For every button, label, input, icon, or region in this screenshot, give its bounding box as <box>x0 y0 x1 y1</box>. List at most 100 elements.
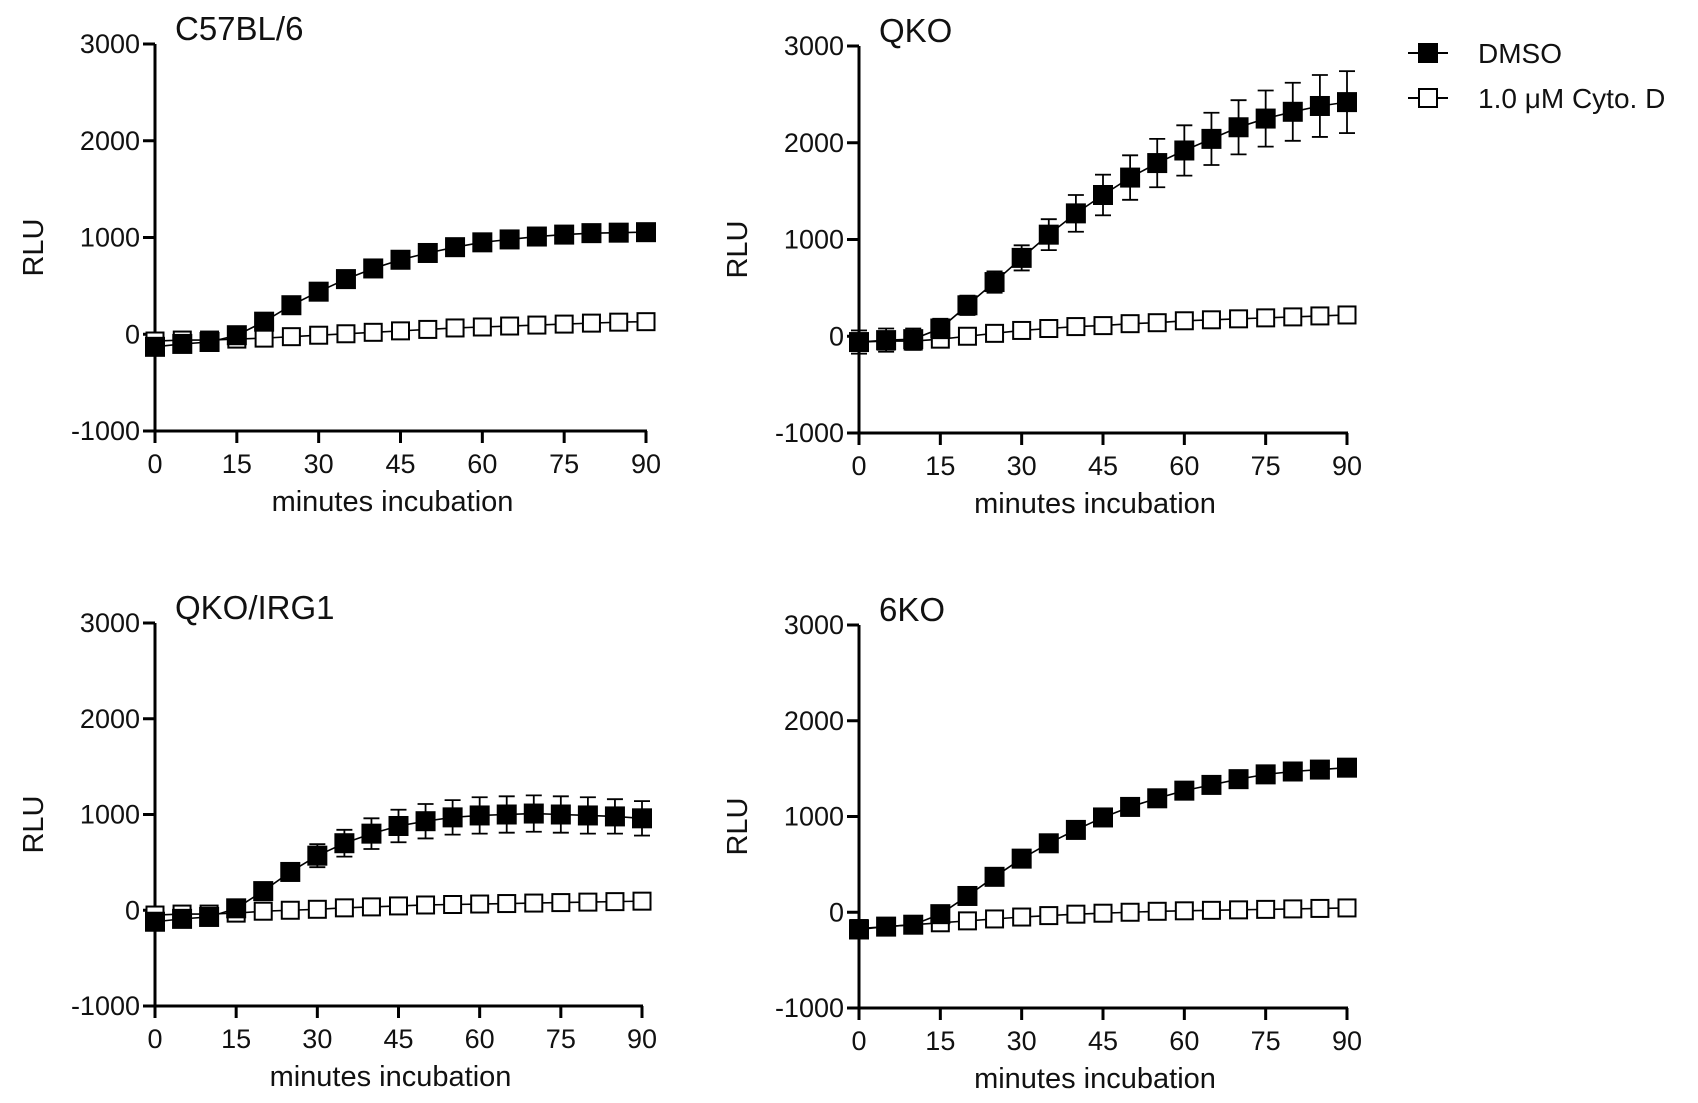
data-point-dmso <box>876 916 897 937</box>
x-tick-label: 75 <box>546 1024 576 1054</box>
data-point-cyto-d <box>1283 307 1303 327</box>
x-tick-label: 45 <box>385 449 415 479</box>
y-tick-label: 2000 <box>784 128 844 158</box>
data-point-cyto-d <box>416 895 436 915</box>
data-point-cyto-d <box>389 896 408 916</box>
data-point-dmso <box>577 805 598 826</box>
y-tick-label: 3000 <box>784 610 844 640</box>
y-tick-label: 0 <box>125 895 140 925</box>
data-point-dmso <box>199 906 220 927</box>
x-tick-label: 75 <box>549 449 579 479</box>
data-point-dmso <box>632 808 652 829</box>
y-tick-label: 1000 <box>80 223 140 253</box>
y-tick-label: 0 <box>829 321 844 351</box>
data-point-dmso <box>1038 224 1059 245</box>
data-point-cyto-d <box>470 894 490 914</box>
data-point-dmso <box>876 330 897 351</box>
x-axis-title: minutes incubation <box>974 488 1216 520</box>
y-tick-label: 1000 <box>784 225 844 255</box>
data-point-cyto-d <box>1337 898 1357 918</box>
data-point-cyto-d <box>1066 317 1086 337</box>
data-point-cyto-d <box>1201 900 1221 920</box>
data-point-dmso <box>254 311 275 332</box>
legend: DMSO 1.0 μM Cyto. D <box>1408 38 1665 114</box>
data-point-cyto-d <box>497 894 517 914</box>
data-point-dmso <box>1282 101 1303 122</box>
data-point-dmso <box>307 845 328 866</box>
legend-marker-filled-square <box>1418 43 1438 63</box>
data-point-dmso <box>172 333 193 354</box>
y-tick-label: 0 <box>125 319 140 349</box>
data-point-dmso <box>472 232 493 253</box>
data-point-cyto-d <box>609 312 629 332</box>
data-point-cyto-d <box>334 898 354 918</box>
data-point-dmso <box>417 242 438 263</box>
data-point-dmso <box>281 295 302 316</box>
series-cyto-d <box>849 898 1357 939</box>
data-point-dmso <box>415 811 436 832</box>
data-point-cyto-d <box>1066 904 1086 924</box>
data-point-cyto-d <box>1256 899 1276 919</box>
series-dmso <box>849 70 1357 355</box>
data-point-dmso <box>361 823 382 844</box>
data-point-cyto-d <box>1012 320 1032 340</box>
data-point-dmso <box>1255 764 1276 785</box>
data-point-cyto-d <box>1147 313 1167 333</box>
data-point-dmso <box>636 222 656 243</box>
y-axis-title: RLU <box>722 220 754 278</box>
legend-label-dmso: DMSO <box>1478 38 1562 69</box>
data-point-cyto-d <box>632 891 652 911</box>
y-tick-label: 3000 <box>784 31 844 61</box>
x-tick-label: 0 <box>851 451 866 481</box>
data-point-cyto-d <box>957 326 977 346</box>
series-dmso <box>145 222 656 357</box>
data-point-cyto-d <box>1093 316 1113 336</box>
data-point-cyto-d <box>985 323 1005 343</box>
data-point-cyto-d <box>1012 907 1032 927</box>
x-tick-label: 0 <box>147 1024 162 1054</box>
data-point-cyto-d <box>1147 901 1167 921</box>
series-line <box>858 101 1348 343</box>
data-point-cyto-d <box>605 892 625 912</box>
legend-marker-open-square <box>1418 88 1438 108</box>
x-tick-label: 60 <box>467 449 497 479</box>
data-point-cyto-d <box>1039 906 1059 926</box>
data-point-dmso <box>1174 780 1195 801</box>
y-tick-label: 2000 <box>80 704 140 734</box>
y-tick-label: 2000 <box>784 706 844 736</box>
y-axis-title: RLU <box>18 218 50 276</box>
series-dmso <box>849 757 1357 940</box>
y-tick-label: 1000 <box>784 802 844 832</box>
data-point-dmso <box>388 815 409 836</box>
y-tick-label: 2000 <box>80 126 140 156</box>
data-point-cyto-d <box>363 322 383 342</box>
data-point-dmso <box>145 336 165 357</box>
panel-title: QKO/IRG1 <box>175 589 335 626</box>
data-point-dmso <box>849 919 869 940</box>
data-point-cyto-d <box>554 314 574 334</box>
data-point-dmso <box>1201 128 1222 149</box>
y-tick-label: -1000 <box>775 993 844 1023</box>
x-tick-label: 60 <box>465 1024 495 1054</box>
x-axis-title: minutes incubation <box>974 1063 1216 1095</box>
data-point-cyto-d <box>1201 310 1221 330</box>
data-point-cyto-d <box>391 321 410 341</box>
legend-entry-dmso: DMSO <box>1408 38 1562 69</box>
series-cyto-d <box>145 891 652 925</box>
data-point-cyto-d <box>1283 899 1303 919</box>
data-point-cyto-d <box>1174 901 1194 921</box>
data-point-dmso <box>496 804 517 825</box>
data-point-dmso <box>1065 203 1086 224</box>
x-axis-title: minutes incubation <box>270 1061 512 1093</box>
x-tick-label: 60 <box>1169 451 1199 481</box>
data-point-dmso <box>1120 167 1141 188</box>
y-tick-label: 1000 <box>80 800 140 830</box>
data-point-dmso <box>523 803 544 824</box>
x-tick-label: 30 <box>304 449 334 479</box>
data-point-dmso <box>554 224 575 245</box>
data-point-dmso <box>1228 117 1249 138</box>
data-point-dmso <box>469 805 490 826</box>
y-tick-label: 0 <box>829 897 844 927</box>
